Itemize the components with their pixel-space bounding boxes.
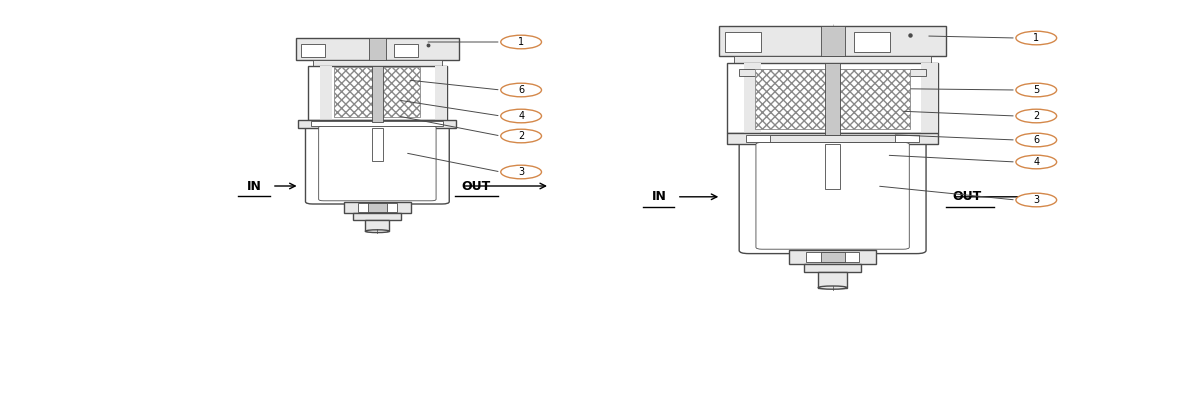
Circle shape xyxy=(1016,31,1057,45)
Text: 2: 2 xyxy=(518,131,525,141)
Circle shape xyxy=(501,83,541,97)
Bar xyxy=(806,252,859,262)
Text: 3: 3 xyxy=(1033,195,1040,205)
Bar xyxy=(301,44,325,57)
Ellipse shape xyxy=(365,230,389,233)
Text: 2: 2 xyxy=(1033,111,1040,121)
Circle shape xyxy=(1016,193,1057,207)
Circle shape xyxy=(1016,109,1057,123)
Text: 4: 4 xyxy=(1033,157,1040,167)
Bar xyxy=(825,144,840,189)
Text: 1: 1 xyxy=(1033,33,1040,43)
Bar xyxy=(821,252,845,262)
Text: IN: IN xyxy=(247,180,261,192)
Bar xyxy=(365,220,389,231)
Bar xyxy=(789,250,876,264)
Text: 5: 5 xyxy=(1033,85,1040,95)
Bar xyxy=(854,32,890,52)
Bar xyxy=(746,135,919,142)
Bar xyxy=(725,32,761,52)
Bar xyxy=(371,66,383,122)
Bar xyxy=(313,60,442,66)
Text: OUT: OUT xyxy=(952,190,981,203)
Bar xyxy=(334,67,420,117)
Bar xyxy=(368,203,387,212)
Bar xyxy=(770,135,895,142)
Bar xyxy=(435,66,447,120)
Bar xyxy=(371,128,383,161)
Bar xyxy=(755,69,910,129)
Bar xyxy=(719,26,946,56)
Bar xyxy=(821,26,845,56)
Bar xyxy=(311,121,443,126)
Circle shape xyxy=(501,109,541,123)
Bar xyxy=(744,63,761,133)
Bar xyxy=(734,56,931,63)
Bar xyxy=(739,69,926,76)
Bar xyxy=(296,38,459,60)
Bar xyxy=(353,213,401,220)
Text: 1: 1 xyxy=(518,37,525,47)
Text: OUT: OUT xyxy=(461,180,490,192)
Bar xyxy=(308,66,447,120)
Circle shape xyxy=(501,35,541,49)
Circle shape xyxy=(1016,133,1057,147)
Circle shape xyxy=(1016,83,1057,97)
Circle shape xyxy=(501,129,541,143)
Bar xyxy=(825,63,840,135)
Circle shape xyxy=(1016,155,1057,169)
Bar xyxy=(804,264,861,272)
Ellipse shape xyxy=(818,286,847,289)
Text: 4: 4 xyxy=(518,111,525,121)
FancyBboxPatch shape xyxy=(319,126,436,201)
Bar xyxy=(320,66,332,120)
Text: 3: 3 xyxy=(518,167,525,177)
Bar xyxy=(298,120,456,128)
Bar xyxy=(369,38,386,60)
Bar xyxy=(394,44,418,57)
Text: IN: IN xyxy=(652,190,666,203)
Bar xyxy=(727,133,938,144)
FancyBboxPatch shape xyxy=(756,142,909,249)
Circle shape xyxy=(501,165,541,179)
FancyBboxPatch shape xyxy=(739,141,926,254)
Bar xyxy=(344,202,411,213)
Bar xyxy=(921,63,938,133)
Text: 6: 6 xyxy=(1033,135,1040,145)
Text: 6: 6 xyxy=(518,85,525,95)
Bar xyxy=(818,272,847,288)
FancyBboxPatch shape xyxy=(305,125,449,204)
Bar xyxy=(358,203,397,212)
Bar xyxy=(727,63,938,133)
